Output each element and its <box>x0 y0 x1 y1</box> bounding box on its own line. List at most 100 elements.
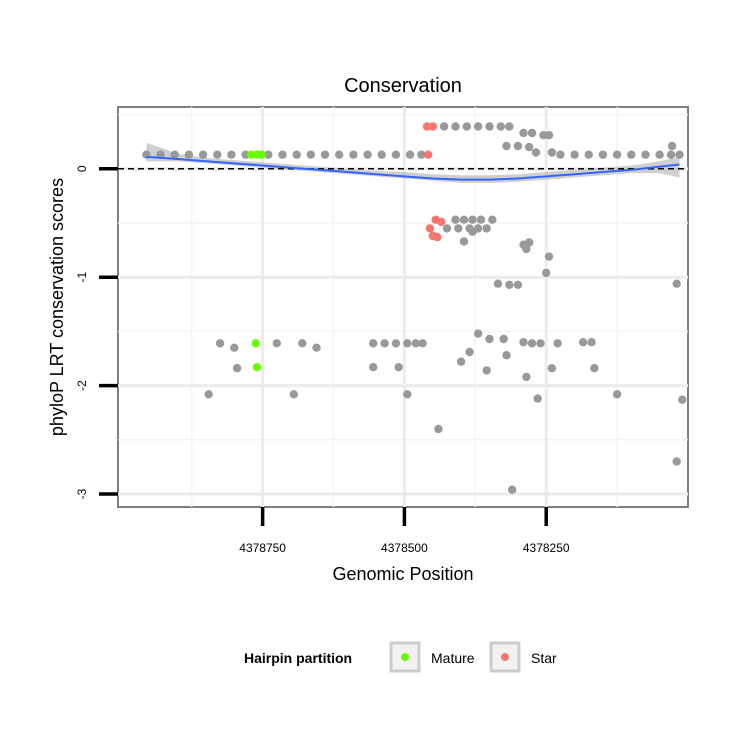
data-point-other <box>377 150 386 159</box>
data-point-other <box>184 150 194 159</box>
data-point-other <box>459 237 469 246</box>
data-point-star <box>424 150 433 159</box>
smooth-line-layer <box>146 155 680 181</box>
data-point-other <box>485 334 494 344</box>
data-point-other <box>627 150 636 159</box>
data-point-other <box>584 150 593 159</box>
data-point-other <box>527 128 537 138</box>
data-point-other <box>232 364 242 373</box>
data-point-other <box>493 279 503 288</box>
data-point-star <box>425 224 435 233</box>
data-point-other <box>298 339 307 348</box>
data-point-other <box>278 150 287 159</box>
data-point-other <box>403 390 412 399</box>
data-point-other <box>496 122 505 131</box>
data-point-other <box>468 227 477 236</box>
data-point-other <box>418 339 427 348</box>
smooth-trend-line <box>146 155 680 181</box>
data-point-other <box>473 329 483 338</box>
x-tick-label: 4378500 <box>381 541 428 555</box>
data-point-other <box>525 142 534 152</box>
data-point-other <box>230 343 239 352</box>
data-point-mature <box>257 150 266 159</box>
data-point-star <box>437 217 446 227</box>
data-point-other <box>476 215 486 224</box>
data-point-other <box>306 150 315 159</box>
data-point-other <box>488 215 497 224</box>
data-point-other <box>505 280 514 289</box>
data-point-other <box>439 122 449 131</box>
y-tick-label: -3 <box>75 488 89 499</box>
data-point-other <box>522 372 531 382</box>
data-point-other <box>482 366 491 375</box>
legend-label-star: Star <box>531 650 557 666</box>
data-point-other <box>227 150 236 159</box>
data-point-other <box>598 150 608 159</box>
data-point-other <box>556 150 565 159</box>
data-point-other <box>527 339 537 348</box>
data-point-other <box>578 338 588 347</box>
data-point-other <box>678 395 687 404</box>
data-point-other <box>292 150 301 159</box>
data-point-other <box>513 280 523 289</box>
data-point-other <box>405 150 415 159</box>
data-point-other <box>553 339 562 348</box>
y-tick-label: 0 <box>75 165 89 172</box>
data-point-other <box>204 390 213 399</box>
data-point-star <box>433 232 442 242</box>
data-point-other <box>502 351 511 360</box>
data-point-other <box>655 150 664 159</box>
data-point-other <box>667 141 677 151</box>
data-point-other <box>612 390 622 399</box>
data-point-other <box>198 150 208 159</box>
data-point-other <box>442 224 452 233</box>
data-point-other <box>380 339 389 348</box>
data-point-other <box>213 150 222 159</box>
data-point-other <box>468 215 477 224</box>
data-point-other <box>641 150 650 159</box>
data-point-other <box>289 390 298 399</box>
data-point-star <box>428 122 437 131</box>
data-point-other <box>499 334 508 344</box>
data-point-other <box>312 343 321 352</box>
y-tick-label: -2 <box>75 380 89 391</box>
data-point-mature <box>251 339 260 348</box>
data-point-other <box>411 339 420 348</box>
data-point-other <box>672 279 681 288</box>
x-tick-label: 4378250 <box>523 541 570 555</box>
legend: Hairpin partition Mature Star <box>244 641 557 673</box>
data-point-mature <box>252 363 262 372</box>
data-point-other <box>508 485 517 494</box>
confidence-band-layer <box>146 142 680 183</box>
legend-label-mature: Mature <box>431 650 475 666</box>
data-point-other <box>417 150 426 159</box>
data-point-other <box>522 244 531 254</box>
data-point-other <box>544 131 554 140</box>
data-point-other <box>434 424 443 434</box>
data-point-other <box>519 128 528 138</box>
data-point-other <box>525 238 534 247</box>
data-point-other <box>465 347 474 357</box>
data-point-other <box>612 150 622 159</box>
data-point-other <box>335 150 344 159</box>
data-point-other <box>451 122 460 131</box>
x-axis-title: Genomic Position <box>332 564 473 584</box>
data-point-other <box>587 338 596 347</box>
data-point-other <box>391 339 401 348</box>
data-point-other <box>544 252 554 261</box>
data-point-other <box>505 122 514 131</box>
data-point-other <box>451 215 460 224</box>
y-tick-label: -1 <box>75 272 89 283</box>
data-point-other <box>485 122 494 131</box>
data-point-other <box>536 339 545 348</box>
data-point-other <box>264 150 273 159</box>
data-point-other <box>533 394 542 403</box>
data-point-other <box>462 122 471 131</box>
x-tick-label: 4378750 <box>239 541 286 555</box>
data-point-other <box>547 148 557 157</box>
data-point-other <box>456 357 466 366</box>
data-point-other <box>570 150 579 159</box>
data-point-other <box>363 150 372 159</box>
data-point-other <box>482 224 491 233</box>
